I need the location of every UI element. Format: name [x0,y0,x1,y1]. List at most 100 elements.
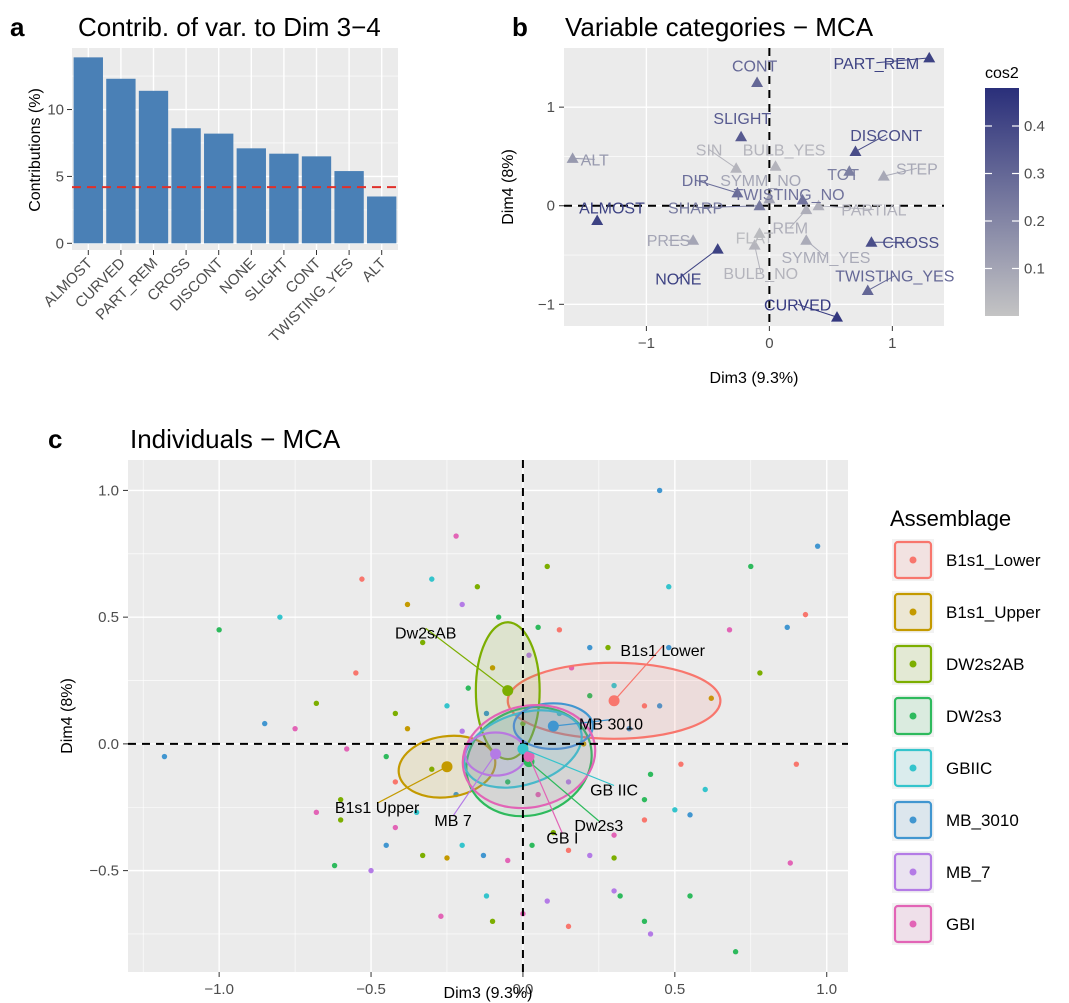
point-curved [831,311,844,322]
point-rem [800,203,813,215]
leader-line [797,303,838,318]
point-dw2s3 [331,862,338,869]
point-symm_yes [800,234,813,245]
legend-label: DW2s2AB [946,655,1024,674]
point-dw2s3 [647,771,654,777]
point-mb_3010 [656,487,663,494]
chart-c-xticks: −1.0 −0.5 0.0 0.5 1.0 [204,972,837,998]
colorbar-tick-label: 0.4 [1024,118,1045,135]
label-symm_yes: SYMM_YES [781,250,870,267]
panel-letter-c: c [48,424,62,454]
point-dw2s3 [465,685,471,691]
legend-item-b1s1_lower: B1s1_Lower [892,539,1041,581]
point-gbi [392,824,399,831]
point-gbi [292,725,298,732]
chart-c-zero-lines [128,460,848,972]
legend-label: B1s1_Lower [946,551,1041,570]
point-mb_3010 [161,753,168,760]
label-curved: CURVED [764,297,831,314]
ytick-label: 1 [547,99,555,116]
chart-c-xlabel: Dim3 (9.3%) [444,985,533,1002]
bar-part_rem [138,90,169,244]
xtick-label: ALT [359,255,390,286]
point-step [877,170,890,181]
point-mb_3010 [784,624,790,630]
leader-line [695,205,760,209]
point-b1s1_upper [404,601,411,608]
point-dw2s2ab [474,584,481,590]
bar-almost [73,57,103,244]
point-tot [843,165,856,176]
leader-line [572,157,595,160]
point-twisting_no [796,193,809,205]
ytick-label: 10 [47,102,64,119]
chart-b-xlabel: Dim3 (9.3%) [710,370,799,387]
point-b1s1_upper [489,665,496,671]
label-tot: TOT [827,167,859,184]
leader-line [754,245,762,273]
point-dw2s3 [641,918,648,925]
bar-twisting_yes [334,171,364,244]
chart-c-legend: B1s1_Lower B1s1_Upper DW2s2AB DW2s3 GBIIC MB_… [892,539,1041,945]
legend-key-dot [909,920,917,928]
cos2-colorbar [985,88,1019,316]
point-mb_3010 [814,543,821,549]
point-dw2s2ab [313,700,320,707]
point-mb_7 [647,931,654,937]
point-b1s1_lower [565,923,572,930]
ytick-label: 0 [547,198,555,215]
point-dw2s2ab [419,639,426,646]
point-sin [730,162,743,173]
label-cross: CROSS [882,235,939,252]
point-mb_3010 [480,852,487,859]
label-rem: REM [772,220,808,237]
group-label-gbiic: GB IIC [590,783,638,800]
group-label-mb_3010: MB 3010 [579,717,643,734]
xtick-label: 1 [888,335,896,352]
group-label-dw2s3: Dw2s3 [574,818,623,835]
ytick-label: 0.5 [98,609,119,626]
point-gbiic [672,807,678,813]
point-dw2s2ab [550,829,557,836]
xtick-label: −1.0 [204,981,234,998]
leader-line [528,761,600,822]
chart-b-ylabel: Dim4 (8%) [500,149,517,225]
ytick-label: 0 [56,235,64,252]
label-partial: PARTIAL [841,203,906,220]
label-flat: FLAT [736,230,774,247]
point-gbi [313,809,320,816]
legend-label: DW2s3 [946,707,1002,726]
legend-key-dot [909,764,917,772]
leader-line [818,205,874,211]
chart-b-leader-lines [572,57,930,318]
ytick-label: 5 [56,168,64,185]
point-dw2s3 [641,796,648,803]
point-dw2s2ab [337,796,344,803]
chart-a-bars [73,57,397,244]
group-label-b1s1_lower: B1s1 Lower [620,643,705,660]
point-dw2s3 [617,893,623,899]
point-mb_7 [368,867,374,874]
point-dw2s3 [587,693,593,699]
legend-label: GBI [946,915,975,934]
chart-c-gridlines [128,460,848,972]
point-gbiic [483,893,490,899]
point-dw2s2ab [429,766,435,772]
point-b1s1_lower [641,817,648,823]
chart-c-group-labels: B1s1 Lower B1s1 Upper Dw2sAB Dw2s3 GB IIC MB … [335,625,706,847]
point-mb_3010 [383,842,389,848]
leader-line [613,645,664,702]
bar-alt [367,196,397,244]
legend-label: MB_7 [946,863,990,882]
colorbar-tick-label: 0.3 [1024,166,1045,183]
point-gbiic [702,786,708,793]
point-gbiic [459,842,465,848]
cos2-colorbar-ticks: 0.1 0.2 0.3 0.4 [985,118,1045,278]
legend-key-dot [909,868,917,876]
chart-c-leader-lines [376,627,664,834]
point-mb_3010 [483,710,490,717]
legend-label: GBIIC [946,759,992,778]
point-gbi [726,627,733,633]
leader-line [867,275,896,291]
label-twisting_no: TWISTING_NO [733,187,844,204]
